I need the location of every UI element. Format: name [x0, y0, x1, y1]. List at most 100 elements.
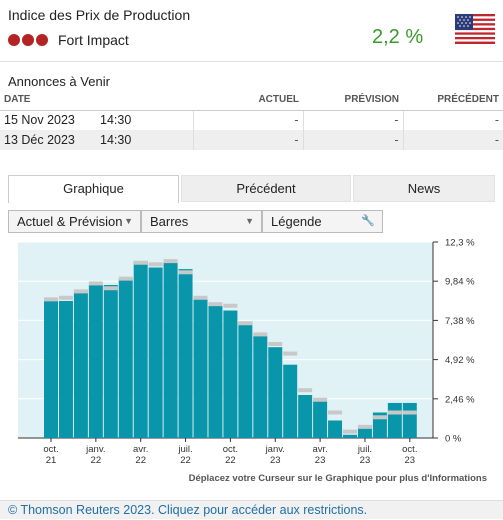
event-time: 14:30: [96, 130, 193, 150]
impact-dot-icon: [36, 34, 48, 46]
event-previous: -: [402, 110, 503, 130]
impact-label: Fort Impact: [58, 32, 129, 48]
forecast-marker: [357, 424, 372, 429]
tab-news[interactable]: News: [353, 175, 495, 202]
forecast-marker: [148, 262, 163, 267]
actual-bar: [298, 394, 313, 438]
forecast-marker: [133, 260, 148, 265]
event-forecast: -: [302, 130, 403, 150]
forecast-marker: [253, 332, 268, 337]
x-tick-label: avr.: [133, 444, 148, 455]
chevron-down-icon: ▼: [124, 216, 133, 226]
forecast-marker: [343, 429, 357, 434]
actual-bar: [328, 420, 343, 438]
actual-bar: [193, 299, 208, 438]
x-tick-label: oct.: [223, 444, 238, 455]
indicator-header: Indice des Prix de Production Fort Impac…: [0, 0, 503, 62]
indicator-chart[interactable]: 12,3 %9,84 %7,38 %4,92 %2,46 %0 %oct.21j…: [0, 236, 503, 470]
impact-dot-icon: [8, 34, 20, 46]
table-row: 15 Nov 2023 14:30 - - -: [0, 110, 503, 130]
actual-bar: [253, 336, 268, 438]
x-tick-label: janv.: [85, 444, 105, 455]
forecast-marker: [103, 286, 118, 291]
forecast-marker: [178, 270, 193, 275]
event-time: 14:30: [100, 113, 132, 128]
forecast-marker: [313, 397, 328, 402]
actual-bar: [387, 402, 402, 438]
x-tick-label: juil.: [357, 444, 372, 455]
tab-previous[interactable]: Précédent: [181, 175, 351, 202]
upcoming-events-title: Annonces à Venir: [8, 74, 110, 89]
y-tick-label: 2,46 %: [445, 394, 475, 405]
x-tick-label: oct.: [402, 444, 417, 455]
forecast-marker: [208, 302, 223, 307]
event-previous: -: [402, 130, 503, 150]
chart-instruction: Déplacez votre Curseur sur le Graphique …: [188, 473, 487, 484]
indicator-title: Indice des Prix de Production: [8, 7, 191, 23]
x-tick-label: 22: [135, 455, 146, 466]
x-tick-label: 22: [91, 455, 102, 466]
upcoming-events-table: DATE ACTUEL PRÉVISION PRÉCÉDENT 15 Nov 2…: [0, 90, 503, 150]
y-tick-label: 4,92 %: [445, 355, 475, 366]
actual-bar: [133, 261, 148, 438]
actual-bar: [44, 300, 58, 438]
actual-bar: [118, 278, 133, 438]
actual-bar: [73, 291, 88, 438]
forecast-marker: [223, 303, 238, 308]
x-tick-label: 23: [270, 455, 281, 466]
forecast-marker: [387, 410, 402, 415]
forecast-marker: [44, 297, 58, 302]
chevron-down-icon: ▼: [245, 216, 254, 226]
impact-dot-icon: [22, 34, 34, 46]
y-tick-label: 12,3 %: [445, 238, 475, 249]
legend-label: Légende: [271, 214, 322, 229]
actual-bar: [223, 310, 238, 438]
actual-bar: [402, 402, 417, 438]
forecast-marker: [268, 341, 283, 346]
x-tick-label: 22: [225, 455, 236, 466]
y-tick-label: 9,84 %: [445, 277, 475, 288]
wrench-icon: 🔧: [361, 215, 375, 227]
actual-bar: [313, 401, 328, 438]
event-actual: -: [192, 110, 303, 130]
legend-button[interactable]: Légende 🔧: [262, 210, 383, 233]
forecast-marker: [73, 289, 88, 294]
x-tick-label: juil.: [177, 444, 192, 455]
event-forecast: -: [302, 110, 403, 130]
chart-type-dropdown[interactable]: Barres ▼: [141, 210, 262, 233]
x-tick-label: avr.: [312, 444, 327, 455]
tab-chart[interactable]: Graphique: [8, 175, 179, 203]
mode-label: Actuel & Prévision: [17, 214, 123, 229]
actual-bar: [343, 434, 357, 438]
x-tick-label: 23: [405, 455, 416, 466]
column-header-date: DATE: [0, 90, 96, 111]
column-header-forecast: PRÉVISION: [303, 90, 403, 111]
event-date: 13 Déc 2023: [0, 130, 96, 150]
chart-toolbar: Actuel & Prévision ▼ Barres ▼ Légende 🔧: [8, 210, 383, 233]
forecast-marker: [372, 415, 387, 420]
column-header-previous: PRÉCÉDENT: [403, 90, 503, 111]
mode-dropdown[interactable]: Actuel & Prévision ▼: [8, 210, 141, 233]
forecast-marker: [163, 259, 178, 264]
actual-bar: [178, 269, 193, 438]
actual-bar: [58, 300, 73, 438]
actual-bar: [163, 262, 178, 438]
x-tick-label: janv.: [265, 444, 285, 455]
forecast-marker: [88, 281, 103, 286]
forecast-marker: [118, 276, 133, 281]
actual-bar: [148, 267, 163, 438]
x-tick-label: oct.: [43, 444, 58, 455]
forecast-marker: [283, 351, 298, 356]
actual-bar: [283, 364, 298, 438]
x-tick-label: 22: [180, 455, 191, 466]
impact-indicator: Fort Impact: [8, 32, 129, 48]
copyright-link[interactable]: © Thomson Reuters 2023. Cliquez pour acc…: [0, 500, 503, 519]
x-tick-label: 21: [46, 455, 57, 466]
forecast-marker: [193, 295, 208, 300]
x-tick-label: 23: [360, 455, 371, 466]
column-header-actual: ACTUEL: [193, 90, 303, 111]
actual-bar: [103, 285, 118, 438]
actual-bar: [208, 305, 223, 438]
chart-type-label: Barres: [150, 214, 189, 229]
actual-bar: [88, 285, 103, 438]
